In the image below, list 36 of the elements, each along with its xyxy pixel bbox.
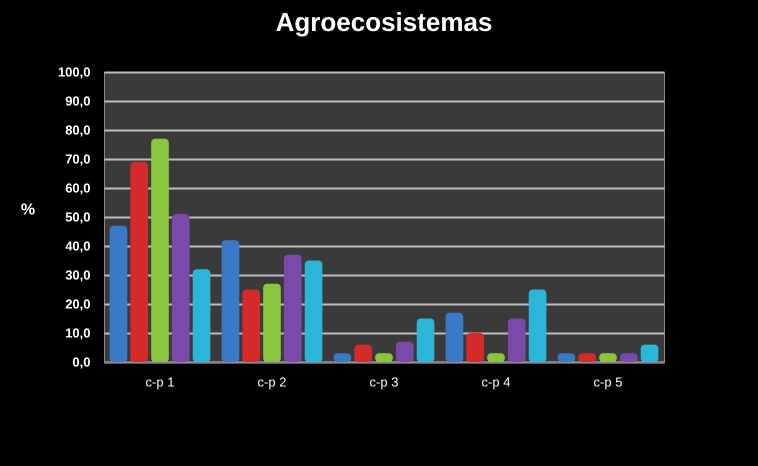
x-tick-label: c-p 5 [594,374,622,390]
bar [466,333,484,362]
y-tick-label: 30,0 [65,268,90,282]
bar [528,290,546,362]
x-tick-label: c-p 2 [258,374,286,390]
y-tick-label: 50,0 [65,210,90,224]
bar [222,240,240,362]
y-tick-label: 80,0 [65,122,90,138]
bar [130,162,148,362]
y-tick-label: 100,0 [58,64,90,80]
chart-title: Agroecosistemas [276,7,492,37]
bar [172,214,190,362]
y-tick-label: 40,0 [65,238,90,254]
bar [640,344,658,362]
bar [446,312,464,362]
bar [304,260,322,362]
y-axis-title: % [20,202,36,218]
bar [242,290,260,362]
bar [151,138,169,362]
bar [192,269,210,362]
y-tick-label: 60,0 [65,180,90,196]
bar [110,226,128,362]
bar [263,284,281,362]
y-tick-label: 20,0 [65,296,90,312]
bar [354,344,372,362]
x-tick-label: c-p 4 [482,374,510,390]
y-tick-label: 70,0 [65,152,90,166]
x-tick-label: c-p 3 [370,374,398,390]
y-tick-label: 0,0 [72,354,90,370]
y-tick-label: 10,0 [65,326,90,340]
x-tick-label: c-p 1 [146,374,174,390]
y-tick-label: 90,0 [65,94,90,108]
bar [396,342,414,362]
bar [416,318,434,362]
bar [284,254,302,362]
bar [508,318,526,362]
